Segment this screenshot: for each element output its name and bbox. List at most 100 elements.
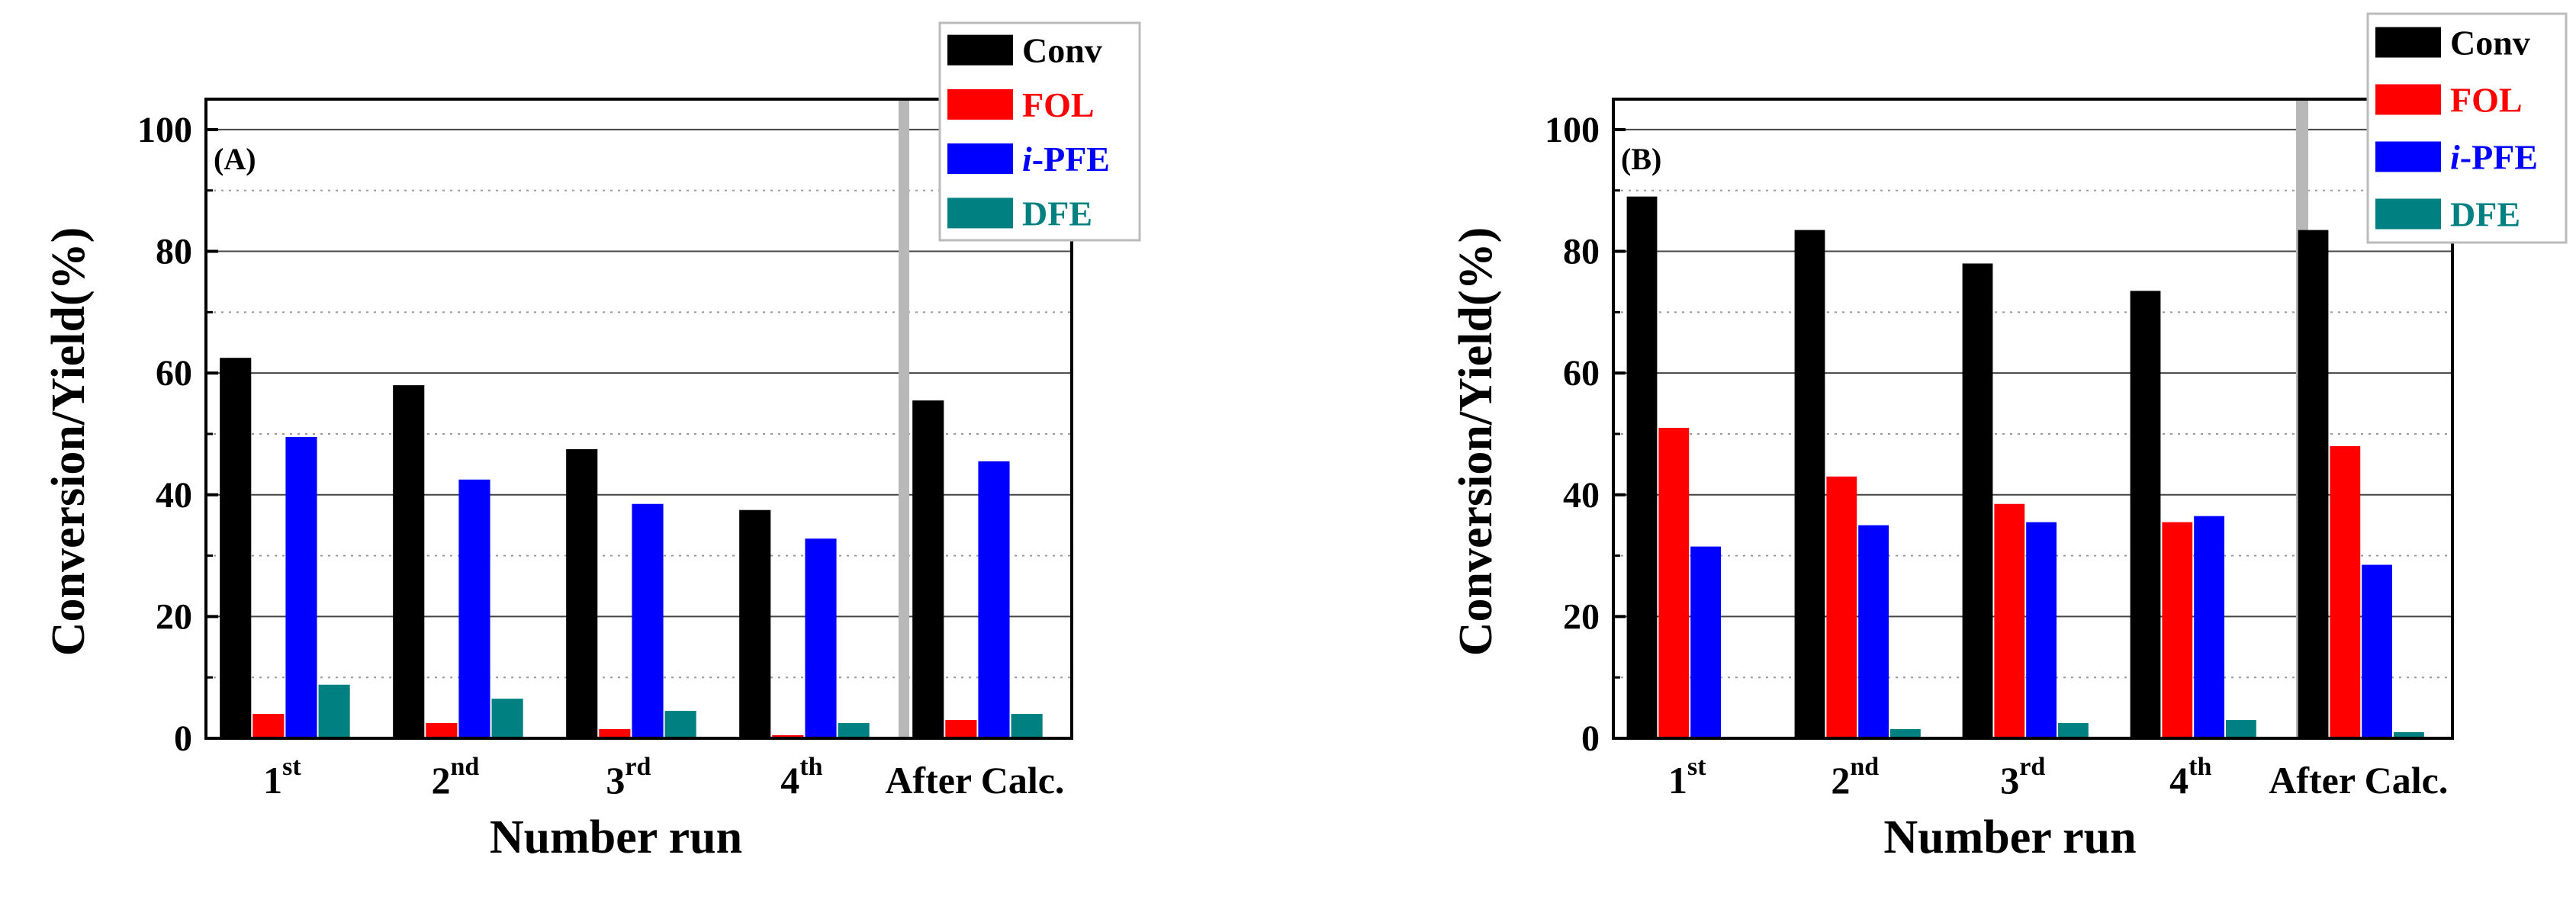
x-tick-label-sup: th xyxy=(799,753,822,781)
x-tick-label-sup: rd xyxy=(2019,753,2045,781)
y-axis-title: Conversion/Yield(%) xyxy=(1450,227,1502,657)
legend-label-prefix: i xyxy=(2450,138,2460,177)
x-tick-label-base: After Calc. xyxy=(885,759,1064,802)
bar-i-pfe-2 xyxy=(458,479,490,738)
chart-panel-a: 0 20 40 60 80 100 1st 2nd 3rd 4th After Calc. (A) Nu… xyxy=(43,21,1141,863)
legend-label-dfe: DFE xyxy=(1022,194,1092,233)
bar-conv-4 xyxy=(2130,291,2161,738)
legend-swatch-i-pfe xyxy=(2375,141,2441,172)
bar-fol-1 xyxy=(1658,427,1690,738)
x-axis: 1st 2nd 3rd 4th After Calc. xyxy=(1668,753,2448,802)
bar-i-pfe-4 xyxy=(2194,516,2224,738)
x-tick-label-base: After Calc. xyxy=(2269,759,2448,802)
x-tick-label-4: 4th xyxy=(2169,753,2211,802)
legend-label-prefix: i xyxy=(1022,140,1032,178)
bar-i-pfe-1 xyxy=(1690,546,1721,738)
x-tick-label-base: 1 xyxy=(263,759,282,802)
bar-fol-3 xyxy=(1994,503,2025,738)
bar-i-pfe-5 xyxy=(2362,564,2392,738)
x-tick-label-5: After Calc. xyxy=(2269,759,2448,802)
legend-swatch-i-pfe xyxy=(947,143,1013,175)
x-tick-label-base: 2 xyxy=(431,759,450,802)
x-tick-label-sup: st xyxy=(1687,753,1706,781)
panel-label: (A) xyxy=(214,142,256,176)
x-tick-label-sup: rd xyxy=(625,753,651,781)
bar-conv-2 xyxy=(393,385,425,738)
x-tick-label-base: 3 xyxy=(606,759,625,802)
bar-dfe-2 xyxy=(1890,729,1921,738)
x-tick-label-1: 1st xyxy=(1668,753,1706,802)
bar-dfe-4 xyxy=(838,723,870,738)
legend: Conv FOL i-PFE DFE xyxy=(2366,12,2568,244)
bar-fol-2 xyxy=(426,723,458,738)
bar-conv-1 xyxy=(220,358,252,738)
y-axis-title: Conversion/Yield(%) xyxy=(43,227,95,657)
bar-fol-4 xyxy=(2162,522,2193,738)
bar-dfe-5 xyxy=(1011,714,1043,738)
x-axis: 1st 2nd 3rd 4th After Calc. xyxy=(263,753,1064,802)
bar-dfe-4 xyxy=(2226,720,2256,738)
x-tick-label-base: 1 xyxy=(1668,759,1687,802)
bar-i-pfe-2 xyxy=(1858,525,1889,738)
legend-label-fol: FOL xyxy=(1022,85,1095,124)
bar-dfe-3 xyxy=(664,711,696,738)
bar-conv-5 xyxy=(912,400,944,738)
x-tick-label-sup: nd xyxy=(1850,753,1879,781)
legend-label-i-pfe: i-PFE xyxy=(2450,138,2538,177)
y-tick-label: 20 xyxy=(156,596,192,637)
legend-label-conv: Conv xyxy=(2450,24,2530,63)
legend: Conv FOL i-PFE DFE xyxy=(938,21,1141,242)
bars xyxy=(220,358,1043,738)
x-tick-label-base: 4 xyxy=(2169,759,2188,802)
y-tick-label: 40 xyxy=(156,475,192,516)
x-tick-label-5: After Calc. xyxy=(885,759,1064,802)
x-tick-label-3: 3rd xyxy=(2000,753,2045,802)
bar-fol-1 xyxy=(252,714,285,738)
bar-dfe-3 xyxy=(2058,723,2089,738)
legend-swatch-conv xyxy=(2375,27,2441,58)
x-tick-label-base: 2 xyxy=(1831,759,1850,802)
legend-swatch-dfe xyxy=(947,198,1013,229)
bars xyxy=(1626,196,2424,739)
x-tick-label-2: 2nd xyxy=(431,753,479,802)
legend-swatch-fol xyxy=(947,88,1013,120)
x-tick-label-base: 4 xyxy=(780,759,799,802)
legend-swatch-fol xyxy=(2375,84,2441,115)
y-axis: 0 20 40 60 80 100 xyxy=(137,110,218,759)
y-tick-label: 80 xyxy=(1563,232,1600,272)
legend-label-dfe: DFE xyxy=(2450,195,2520,234)
bar-fol-2 xyxy=(1826,476,1857,738)
bar-dfe-5 xyxy=(2394,732,2424,738)
x-tick-label-sup: st xyxy=(282,753,301,781)
x-axis-title: Number run xyxy=(490,811,742,863)
legend-swatch-dfe xyxy=(2375,198,2441,230)
x-axis-title: Number run xyxy=(1883,811,2136,863)
legend-label-i-pfe: i-PFE xyxy=(1022,140,1110,178)
legend-label-conv: Conv xyxy=(1022,31,1102,70)
y-tick-label: 0 xyxy=(174,718,192,759)
chart-panel-b: 0 20 40 60 80 100 1st 2nd 3rd 4th After Calc. (B) Nu… xyxy=(1450,12,2568,863)
x-tick-label-base: 3 xyxy=(2000,759,2019,802)
y-tick-label: 100 xyxy=(1545,110,1600,150)
bar-i-pfe-3 xyxy=(2026,522,2057,738)
legend-label-rest: -PFE xyxy=(2460,138,2538,177)
plot-frame xyxy=(204,98,1073,740)
bar-i-pfe-3 xyxy=(632,503,664,738)
bar-conv-1 xyxy=(1626,196,1658,738)
x-tick-label-4: 4th xyxy=(780,753,822,802)
bar-conv-2 xyxy=(1794,230,1825,739)
bar-dfe-2 xyxy=(491,699,523,738)
x-tick-label-1: 1st xyxy=(263,753,301,802)
bar-conv-3 xyxy=(566,448,598,738)
y-tick-label: 80 xyxy=(156,232,192,272)
x-tick-label-sup: th xyxy=(2188,753,2211,781)
bar-i-pfe-1 xyxy=(285,436,317,738)
plot-frame xyxy=(1612,98,2454,740)
y-tick-label: 60 xyxy=(156,353,192,394)
bar-conv-4 xyxy=(739,509,771,738)
panel-label: (B) xyxy=(1621,142,1661,176)
bar-i-pfe-5 xyxy=(978,461,1010,738)
y-tick-label: 0 xyxy=(1581,718,1600,759)
y-axis: 0 20 40 60 80 100 xyxy=(1545,110,1626,759)
